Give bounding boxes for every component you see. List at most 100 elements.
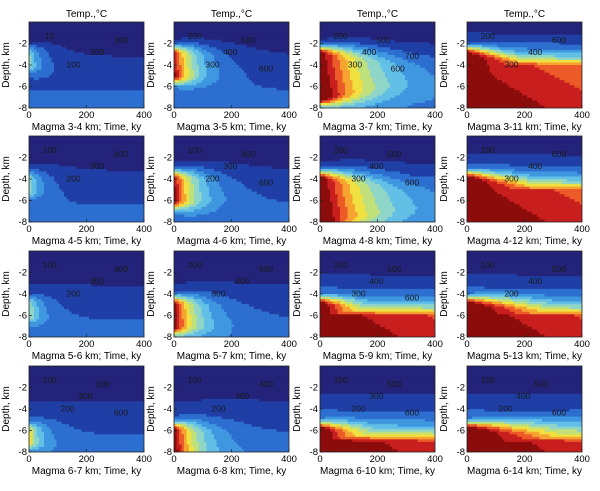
- heatmap-cell: [474, 39, 478, 43]
- heatmap-cell: [259, 102, 263, 107]
- heatmap-cell: [229, 82, 233, 86]
- heatmap-cell: [84, 24, 88, 28]
- heatmap-cell: [405, 37, 409, 41]
- heatmap-cell: [34, 87, 38, 91]
- heatmap-cell: [231, 67, 235, 71]
- heatmap-cell: [264, 42, 268, 46]
- heatmap-cell: [325, 102, 329, 107]
- heatmap-cell: [327, 67, 331, 71]
- heatmap-cell: [179, 44, 183, 48]
- heatmap-cell: [96, 90, 100, 94]
- heatmap-cell: [34, 97, 38, 102]
- heatmap-cell: [114, 32, 118, 36]
- heatmap-cell: [56, 22, 60, 26]
- heatmap-cell: [402, 62, 406, 66]
- heatmap-cell: [131, 92, 135, 96]
- heatmap-cell: [259, 44, 263, 48]
- heatmap-cell: [390, 97, 394, 102]
- heatmap-cell: [174, 102, 178, 107]
- heatmap-cell: [204, 59, 208, 64]
- heatmap-cell: [229, 29, 233, 33]
- heatmap-cell: [186, 59, 190, 64]
- heatmap-cell: [199, 67, 203, 71]
- heatmap-cell: [335, 54, 339, 59]
- heatmap-cell: [259, 75, 263, 79]
- heatmap-cell: [211, 52, 215, 56]
- heatmap-cell: [477, 44, 481, 48]
- heatmap-cell: [239, 54, 243, 59]
- heatmap-cell: [342, 52, 346, 56]
- heatmap-cell: [467, 34, 471, 38]
- heatmap-cell: [286, 22, 289, 26]
- heatmap-cell: [325, 29, 329, 33]
- x-tick-label: 200: [79, 110, 95, 121]
- heatmap-cell: [54, 62, 58, 66]
- heatmap-cell: [181, 54, 185, 59]
- heatmap-cell: [276, 77, 280, 81]
- heatmap-cell: [254, 29, 258, 33]
- heatmap-cell: [204, 62, 208, 66]
- heatmap-cell: [286, 75, 289, 79]
- heatmap-cell: [59, 47, 63, 51]
- heatmap-cell: [375, 37, 379, 41]
- heatmap-cell: [256, 67, 260, 71]
- heatmap-cell: [382, 52, 386, 56]
- heatmap-cell: [330, 95, 334, 99]
- heatmap-cell: [189, 97, 193, 102]
- heatmap-cell: [271, 67, 275, 71]
- heatmap-cell: [254, 27, 258, 31]
- heatmap-cell: [350, 75, 354, 79]
- heatmap-cell: [181, 44, 185, 48]
- heatmap-cell: [254, 37, 258, 41]
- heatmap-cell: [372, 32, 376, 36]
- heatmap-cell: [425, 95, 429, 99]
- heatmap-cell: [44, 24, 48, 28]
- heatmap-cell: [365, 34, 369, 38]
- heatmap-cell: [259, 42, 263, 46]
- heatmap-cell: [141, 44, 144, 48]
- heatmap-cell: [410, 59, 414, 64]
- heatmap-cell: [114, 59, 118, 64]
- heatmap-cell: [397, 37, 401, 41]
- heatmap-cell: [199, 34, 203, 38]
- heatmap-cell: [209, 42, 213, 46]
- heatmap-cell: [234, 75, 238, 79]
- heatmap-cell: [199, 49, 203, 53]
- heatmap-cell: [385, 47, 389, 51]
- heatmap-cell: [174, 39, 178, 43]
- heatmap-cell: [76, 77, 80, 81]
- heatmap-cell: [216, 47, 220, 51]
- heatmap-cell: [79, 47, 83, 51]
- heatmap-cell: [111, 82, 115, 86]
- heatmap-cell: [59, 105, 63, 108]
- heatmap-cell: [322, 75, 326, 79]
- heatmap-cell: [81, 65, 85, 69]
- heatmap-cell: [420, 27, 424, 31]
- heatmap-cell: [342, 72, 346, 76]
- heatmap-cell: [76, 44, 80, 48]
- heatmap-cell: [86, 22, 90, 26]
- heatmap-cell: [216, 82, 220, 86]
- heatmap-cell: [380, 57, 384, 61]
- heatmap-cell: [131, 75, 135, 79]
- heatmap-cell: [269, 44, 273, 48]
- heatmap-cell: [286, 105, 289, 108]
- heatmap-cell: [400, 62, 404, 66]
- heatmap-cell: [181, 62, 185, 66]
- heatmap-cell: [332, 67, 336, 71]
- heatmap-cell: [201, 52, 205, 56]
- heatmap-cell: [41, 54, 45, 59]
- heatmap-cell: [415, 92, 419, 96]
- heatmap-cell: [214, 29, 218, 33]
- heatmap-cell: [367, 82, 371, 86]
- heatmap-cell: [201, 70, 205, 74]
- heatmap-cell: [131, 59, 135, 64]
- heatmap-cell: [94, 47, 98, 51]
- heatmap-cell: [239, 32, 243, 36]
- heatmap-cell: [194, 87, 198, 91]
- heatmap-cell: [56, 49, 60, 53]
- heatmap-cell: [191, 47, 195, 51]
- heatmap-cell: [214, 80, 218, 84]
- heatmap-cell: [360, 39, 364, 43]
